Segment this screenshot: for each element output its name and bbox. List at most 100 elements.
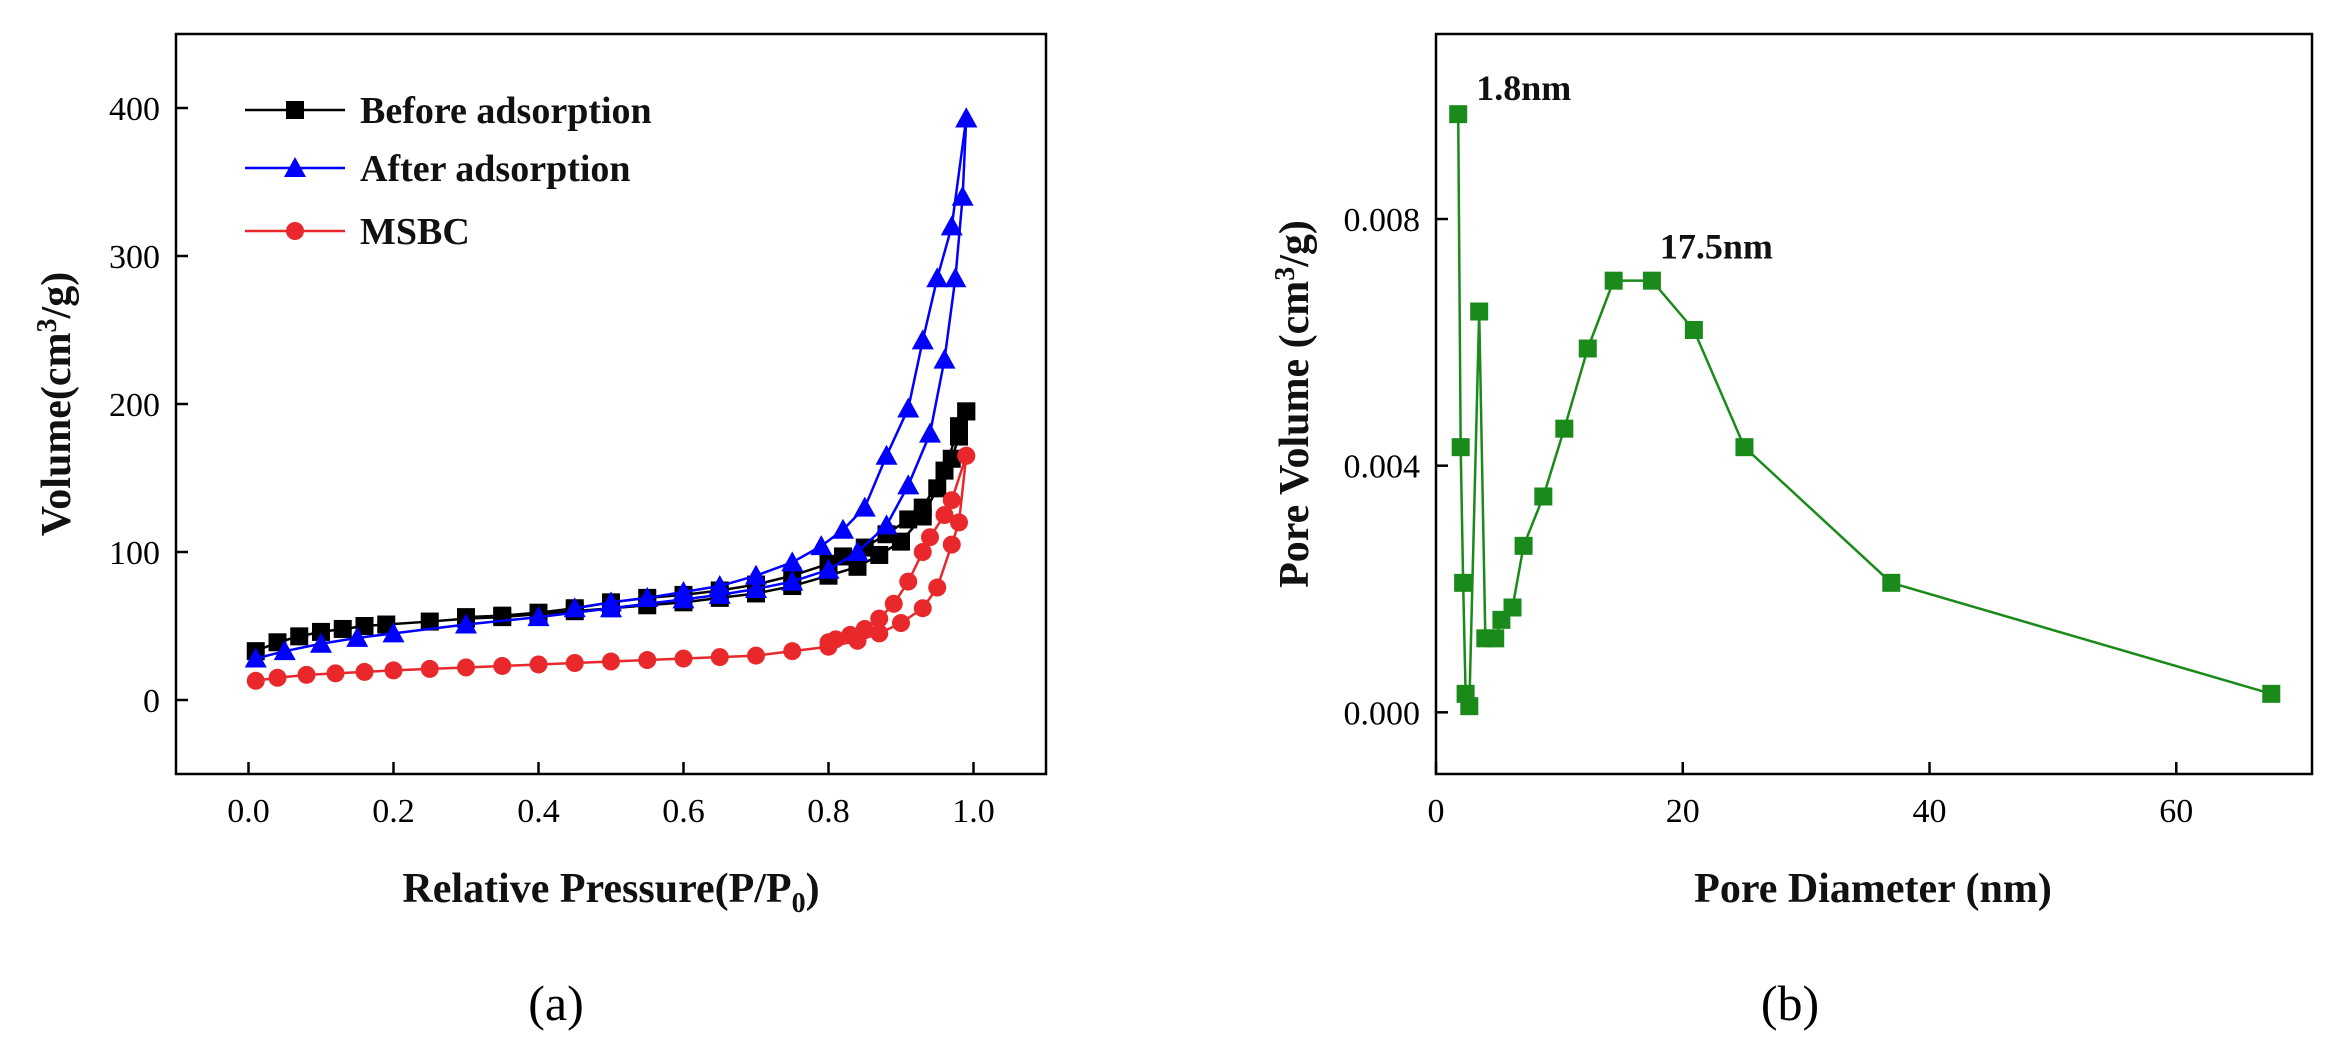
data-point-after-adsorption [875,514,898,535]
data-point-msbc [928,578,947,597]
data-point-msbc [493,656,512,675]
data-point-after-adsorption [672,580,695,601]
panel-a-adsorption-isotherm: 0.0 0.2 0.4 0.6 0.8 1.0 0 100 200 300 400 Before a… [32,32,1048,1031]
panel-a-x-tick-label: 0.6 [662,793,705,830]
data-point-msbc [935,506,954,524]
data-point-before-adsorption [935,461,954,480]
data-point-after-adsorption [853,496,876,517]
data-point-after-adsorption [745,564,767,585]
panel-b-y-tick-label: 0.000 [1344,695,1421,732]
panel-b-label: (b) [1761,975,1819,1031]
legend-marker-msbc [286,222,304,240]
data-point-after-adsorption [310,632,332,653]
data-point-after-adsorption [897,474,920,495]
data-point-before-adsorption [870,545,889,564]
series-line-after-adsorption-adsorption [255,118,968,660]
legend-label-after: After adsorption [360,148,631,190]
data-point-msbc [602,652,620,671]
data-point-after-adsorption [911,329,934,350]
data-point-after-adsorption [382,622,405,643]
data-point-after-adsorption [832,518,854,539]
data-point-msbc [420,659,439,678]
data-point-before-adsorption [355,617,374,635]
data-point-msbc [565,654,584,672]
data-point-after-adsorption [919,422,941,443]
data-point-after-adsorption [244,647,267,668]
legend-marker-after [284,157,306,177]
data-point-msbc [892,614,910,633]
panel-b-y-tick-label: 0.008 [1344,202,1421,239]
data-point-msbc [884,594,903,613]
annotation-17-5nm: 17.5nm [1660,227,1773,267]
panel-a-y-tick-label: 300 [109,239,160,276]
data-point-pore-distribution [1642,271,1661,290]
data-point-pore-distribution [1486,629,1505,648]
data-point-after-adsorption [875,444,898,465]
data-point-msbc [913,543,932,561]
panel-b-plot-frame [1434,32,2314,776]
data-point-after-adsorption [955,107,978,128]
data-point-msbc [855,619,874,638]
data-point-msbc [841,625,860,644]
data-point-msbc [384,661,403,680]
panel-b-y-tick-label: 0.004 [1344,449,1421,486]
data-point-after-adsorption [810,535,833,556]
data-point-msbc [297,665,316,684]
data-point-msbc [638,651,657,670]
data-point-pore-distribution [1460,697,1479,716]
data-point-pore-distribution [1684,321,1703,339]
data-point-msbc [870,609,889,628]
data-point-before-adsorption [913,498,932,517]
data-point-after-adsorption [600,591,622,612]
panel-a-x-tick-label: 0.0 [227,793,270,830]
data-point-after-adsorption [944,267,967,288]
data-point-pore-distribution [1882,573,1901,592]
data-point-msbc [942,491,961,510]
data-point-after-adsorption [846,541,869,561]
legend-label-before: Before adsorption [360,90,652,132]
data-point-msbc [942,535,961,554]
data-point-after-adsorption [636,586,659,607]
data-point-msbc [899,572,918,591]
data-point-pore-distribution [1503,598,1522,617]
legend-marker-before [286,101,304,119]
data-point-pore-distribution [1514,536,1533,555]
data-point-after-adsorption [455,613,477,634]
panel-b-x-tick-label: 20 [1666,793,1700,830]
data-point-pore-distribution [1604,271,1623,290]
data-point-after-adsorption [781,570,804,591]
panel-b-x-axis-title: Pore Diameter (nm) [1694,866,2052,912]
panel-a-x-tick-label: 0.4 [517,793,560,830]
data-point-after-adsorption [940,215,963,236]
data-point-msbc [747,646,765,665]
panel-a-y-axis-title: Volume(cm3/g) [32,272,80,536]
data-point-msbc [529,655,548,674]
panel-a-x-axis-title: Relative Pressure(P/P0) [402,866,819,919]
data-point-after-adsorption [527,606,550,627]
data-point-after-adsorption [708,575,731,596]
data-point-pore-distribution [1735,438,1754,457]
panel-a-x-tick-label: 0.8 [807,793,850,830]
data-point-msbc [674,649,693,668]
data-point-before-adsorption [333,619,352,638]
data-point-after-adsorption [951,185,974,206]
data-point-pore-distribution [1451,438,1470,457]
data-point-pore-distribution [1578,339,1597,358]
data-point-after-adsorption [781,551,804,572]
data-point-msbc [268,668,287,687]
panel-b-x-tick-label: 40 [1913,793,1947,830]
data-point-pore-distribution [1555,419,1574,438]
data-point-before-adsorption [420,612,439,631]
panel-a-plot-marks [244,107,978,690]
panel-a-legend: Before adsorption After adsorption MSBC [245,90,652,253]
data-point-msbc [710,648,729,667]
data-point-after-adsorption [933,348,956,369]
data-point-after-adsorption [563,597,586,618]
data-point-after-adsorption [817,558,840,579]
series-line-pore-distribution [1456,114,2272,707]
data-point-before-adsorption [957,402,976,421]
panel-a-x-tick-label: 0.2 [372,793,415,830]
annotation-1-8nm: 1.8nm [1476,68,1571,108]
panel-b-y-axis-title: Pore Volume (cm3/g) [1270,220,1318,588]
